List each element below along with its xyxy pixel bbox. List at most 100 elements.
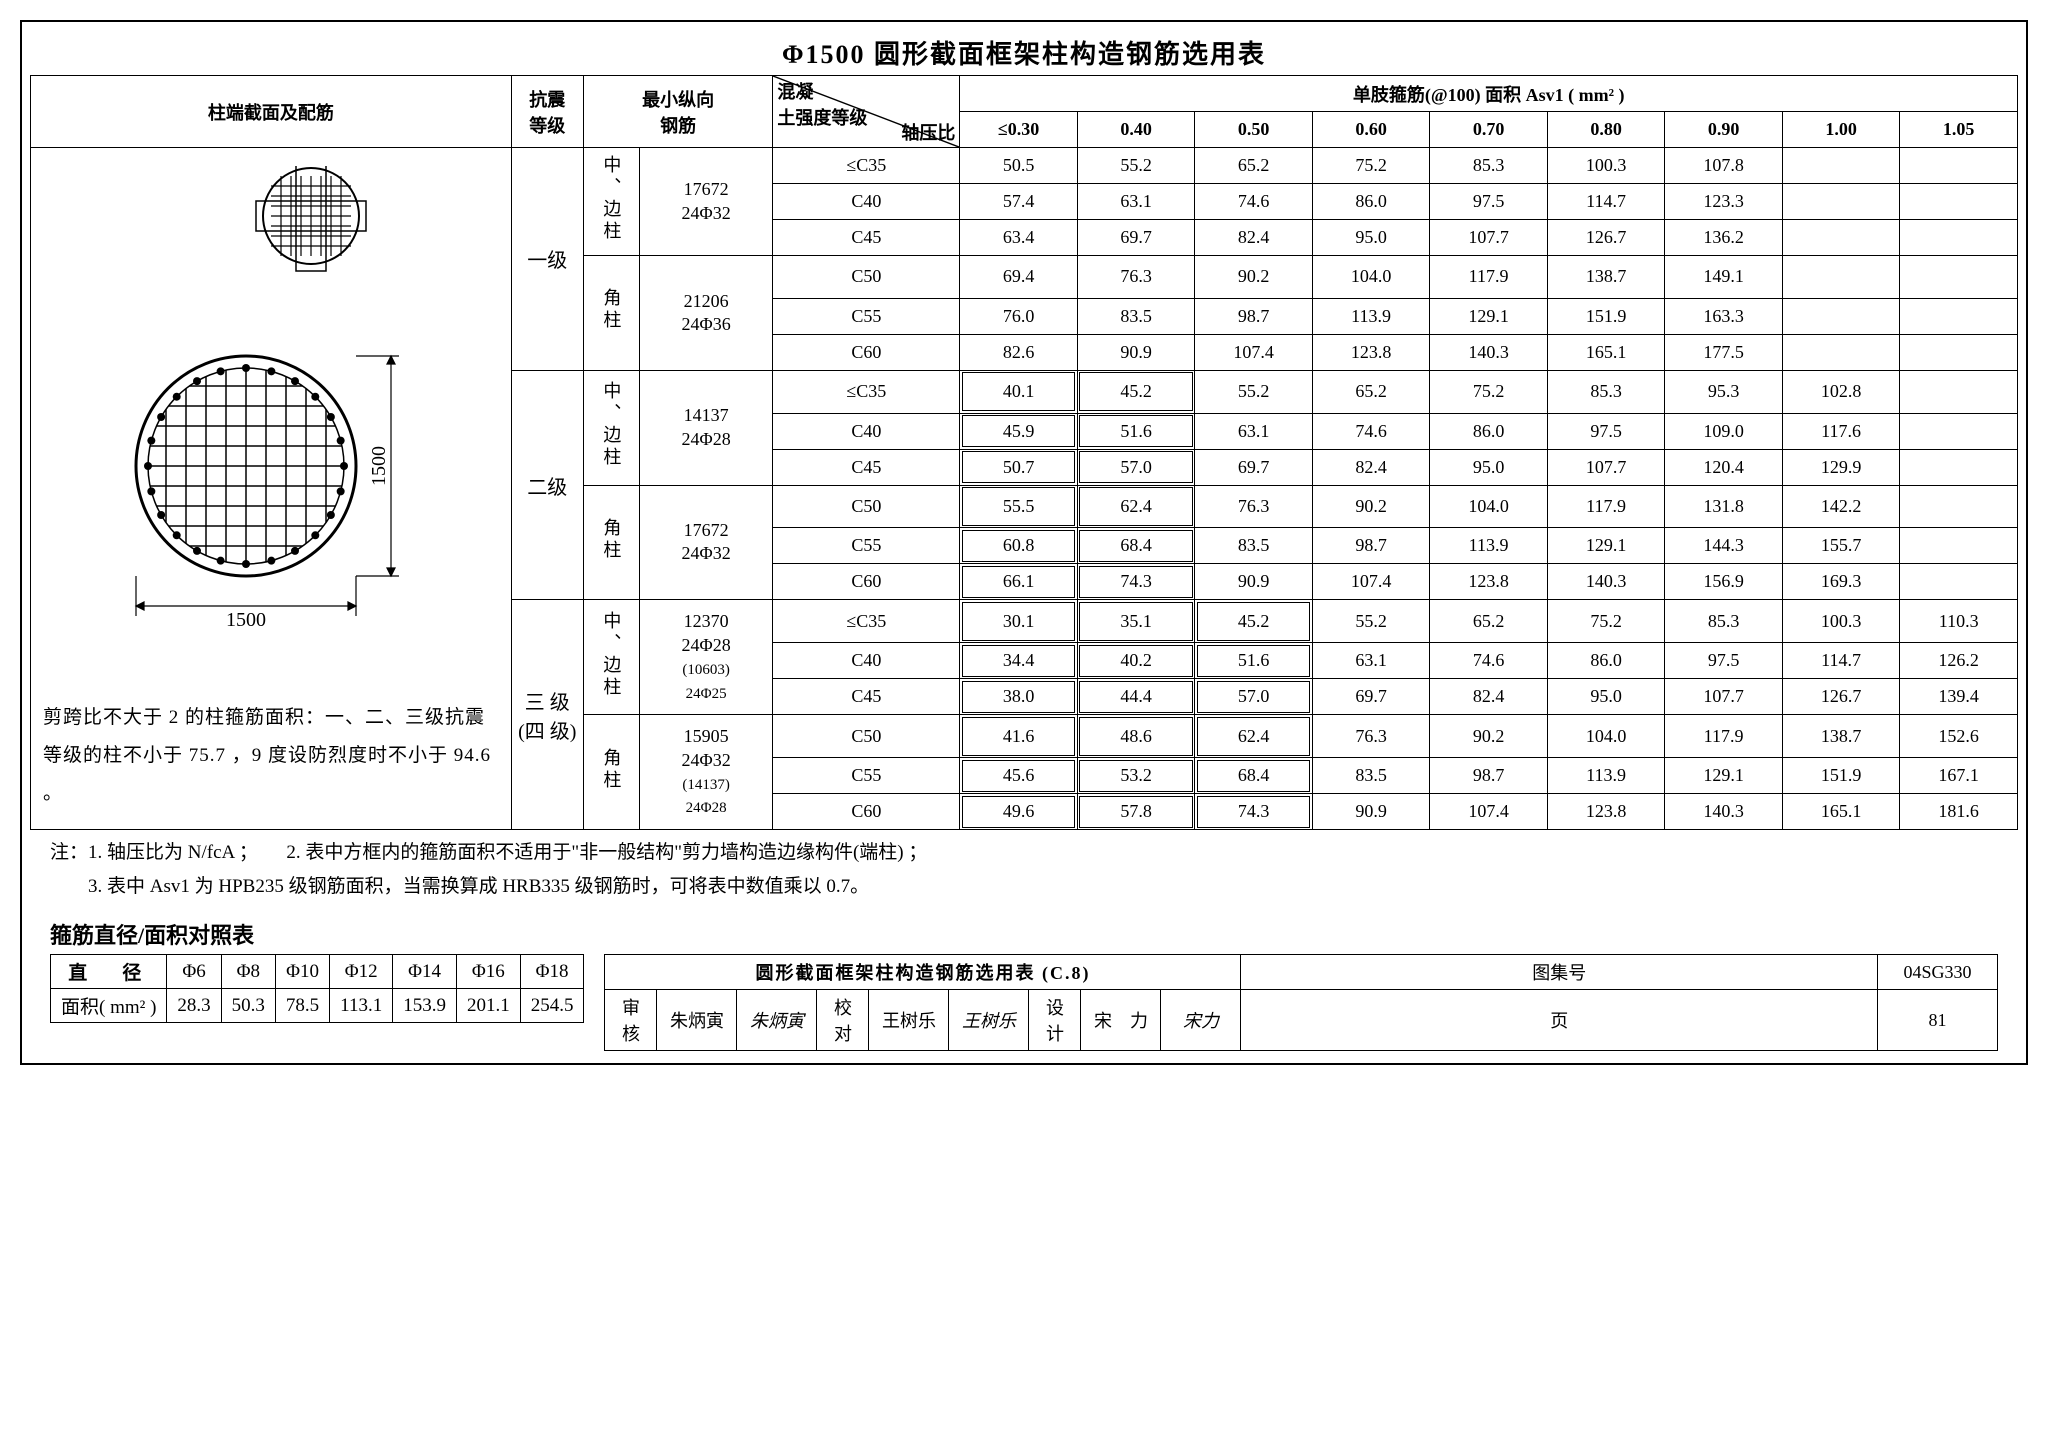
- titleblock: 圆形截面框架柱构造钢筋选用表 (C.8) 图集号 04SG330 审核朱炳寅朱炳…: [604, 954, 1998, 1051]
- value-cell: 30.1: [960, 600, 1078, 643]
- value-cell: 57.0: [1195, 679, 1313, 715]
- rebar-cell: 1767224Φ32: [639, 148, 773, 256]
- value-cell: 97.5: [1430, 184, 1548, 220]
- value-cell: 104.0: [1312, 256, 1430, 299]
- value-cell: 74.6: [1312, 413, 1430, 449]
- value-cell: [1900, 298, 2018, 334]
- value-cell: 126.7: [1547, 220, 1665, 256]
- value-cell: 85.3: [1430, 148, 1548, 184]
- value-cell: 65.2: [1430, 600, 1548, 643]
- value-cell: 66.1: [960, 564, 1078, 600]
- value-cell: 126.2: [1900, 643, 2018, 679]
- ref-area: 78.5: [275, 989, 329, 1023]
- value-cell: 62.4: [1195, 715, 1313, 758]
- value-cell: 83.5: [1195, 528, 1313, 564]
- concrete-grade-cell: C45: [773, 220, 960, 256]
- tb-page: 81: [1878, 990, 1998, 1051]
- value-cell: 110.3: [1900, 600, 2018, 643]
- value-cell: [1782, 334, 1900, 370]
- value-cell: 68.4: [1077, 528, 1195, 564]
- value-cell: 113.9: [1430, 528, 1548, 564]
- ref-dia-label: 直 径: [51, 955, 167, 989]
- hdr-stirrup: 单肢箍筋(@100) 面积 Asv1 ( mm² ): [960, 76, 2018, 112]
- value-cell: 90.9: [1312, 794, 1430, 830]
- ref-dia: Φ6: [167, 955, 221, 989]
- ref-area: 50.3: [221, 989, 275, 1023]
- tb-page-lbl: 页: [1241, 990, 1878, 1051]
- tb-lbl: 审核: [605, 990, 657, 1051]
- hdr-section: 柱端截面及配筋: [31, 76, 512, 148]
- value-cell: 140.3: [1665, 794, 1783, 830]
- value-cell: 165.1: [1782, 794, 1900, 830]
- section-diagram-icon: 1500 1500: [101, 166, 441, 686]
- value-cell: 107.7: [1547, 449, 1665, 485]
- concrete-grade-cell: ≤C35: [773, 148, 960, 184]
- diag-bot: 轴压比: [901, 119, 955, 145]
- value-cell: 76.3: [1077, 256, 1195, 299]
- ref-area: 254.5: [520, 989, 584, 1023]
- value-cell: [1900, 564, 2018, 600]
- ref-dia: Φ12: [330, 955, 393, 989]
- tb-lbl: 设计: [1029, 990, 1081, 1051]
- value-cell: 51.6: [1077, 413, 1195, 449]
- value-cell: 95.0: [1547, 679, 1665, 715]
- value-cell: 155.7: [1782, 528, 1900, 564]
- value-cell: 69.7: [1312, 679, 1430, 715]
- value-cell: 181.6: [1900, 794, 2018, 830]
- tb-code-lbl: 图集号: [1241, 955, 1878, 990]
- value-cell: 113.9: [1547, 758, 1665, 794]
- value-cell: 60.8: [960, 528, 1078, 564]
- hdr-ratio: 0.90: [1665, 112, 1783, 148]
- value-cell: 48.6: [1077, 715, 1195, 758]
- value-cell: 90.9: [1195, 564, 1313, 600]
- value-cell: 76.0: [960, 298, 1078, 334]
- value-cell: 149.1: [1665, 256, 1783, 299]
- value-cell: 98.7: [1430, 758, 1548, 794]
- value-cell: 34.4: [960, 643, 1078, 679]
- value-cell: 136.2: [1665, 220, 1783, 256]
- value-cell: 40.2: [1077, 643, 1195, 679]
- value-cell: [1900, 449, 2018, 485]
- value-cell: 69.7: [1195, 449, 1313, 485]
- concrete-grade-cell: C45: [773, 449, 960, 485]
- value-cell: 76.3: [1195, 485, 1313, 528]
- value-cell: 83.5: [1312, 758, 1430, 794]
- footnote-2: 3. 表中 Asv1 为 HPB235 级钢筋面积，当需换算成 HRB335 级…: [50, 870, 1998, 904]
- value-cell: 165.1: [1547, 334, 1665, 370]
- value-cell: 107.4: [1430, 794, 1548, 830]
- ref-table: 直 径Φ6Φ8Φ10Φ12Φ14Φ16Φ18 面积( mm² )28.350.3…: [50, 954, 584, 1023]
- tb-sig: 朱炳寅: [737, 990, 817, 1051]
- value-cell: 75.2: [1430, 370, 1548, 413]
- value-cell: 65.2: [1195, 148, 1313, 184]
- value-cell: 107.8: [1665, 148, 1783, 184]
- concrete-grade-cell: C55: [773, 528, 960, 564]
- seismic-grade-cell: 二级: [511, 370, 583, 600]
- value-cell: 109.0: [1665, 413, 1783, 449]
- value-cell: 123.8: [1547, 794, 1665, 830]
- tb-sig: 王树乐: [949, 990, 1029, 1051]
- value-cell: 117.9: [1547, 485, 1665, 528]
- dim-h-label: 1500: [226, 609, 266, 631]
- value-cell: 107.4: [1195, 334, 1313, 370]
- ref-area: 201.1: [456, 989, 520, 1023]
- value-cell: 90.2: [1312, 485, 1430, 528]
- concrete-grade-cell: C55: [773, 758, 960, 794]
- value-cell: 139.4: [1900, 679, 2018, 715]
- value-cell: 44.4: [1077, 679, 1195, 715]
- ref-area: 113.1: [330, 989, 393, 1023]
- coltype-cell: 中、边柱: [583, 600, 639, 715]
- ref-area: 28.3: [167, 989, 221, 1023]
- value-cell: 63.1: [1312, 643, 1430, 679]
- value-cell: 57.4: [960, 184, 1078, 220]
- value-cell: 86.0: [1547, 643, 1665, 679]
- value-cell: 107.4: [1312, 564, 1430, 600]
- ref-dia: Φ18: [520, 955, 584, 989]
- value-cell: 68.4: [1195, 758, 1313, 794]
- value-cell: 131.8: [1665, 485, 1783, 528]
- ref-dia: Φ10: [275, 955, 329, 989]
- hdr-ratio: 1.05: [1900, 112, 2018, 148]
- main-table: 柱端截面及配筋 抗震 等级 最小纵向 钢筋 混凝 土强度等级 轴压比 单肢箍筋(…: [30, 75, 2018, 830]
- value-cell: [1782, 184, 1900, 220]
- value-cell: [1782, 256, 1900, 299]
- value-cell: 82.6: [960, 334, 1078, 370]
